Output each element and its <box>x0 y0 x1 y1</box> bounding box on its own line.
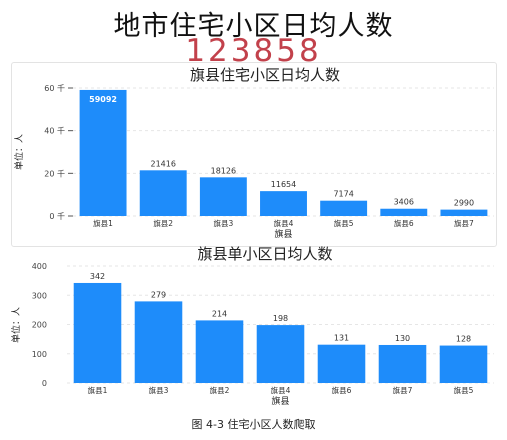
y-tick-label: 40 千 <box>44 126 65 136</box>
bar <box>317 344 366 383</box>
y-tick-label: 20 千 <box>44 168 65 178</box>
data-label: 198 <box>273 314 288 323</box>
x-axis-label: 旗县 <box>274 228 292 240</box>
bar <box>195 320 244 383</box>
x-tick-label: 旗县1 <box>88 385 108 395</box>
bar <box>440 209 488 216</box>
x-tick-label: 旗县5 <box>454 385 474 395</box>
y-tick-label: 100 <box>32 350 47 359</box>
data-label: 18126 <box>211 166 236 175</box>
data-label: 7174 <box>333 190 353 199</box>
y-tick-label: 200 <box>32 321 47 330</box>
bar <box>320 200 368 216</box>
x-tick-label: 旗县4 <box>271 385 291 395</box>
bar <box>380 208 428 216</box>
data-label: 3406 <box>394 198 414 207</box>
y-tick-label: 60 千 <box>44 83 65 93</box>
x-tick-label: 旗县3 <box>213 218 233 228</box>
data-label: 279 <box>151 290 166 299</box>
x-tick-label: 旗县4 <box>274 218 294 228</box>
x-tick-label: 旗县7 <box>393 385 413 395</box>
data-label: 214 <box>212 309 227 318</box>
bar <box>139 170 187 216</box>
chart-title: 旗县住宅小区日均人数 <box>190 66 340 84</box>
x-tick-label: 旗县3 <box>149 385 169 395</box>
data-label: 342 <box>90 272 105 281</box>
data-label: 2990 <box>454 199 474 208</box>
page-title: 地市住宅小区日均人数 <box>113 11 394 42</box>
data-label: 11654 <box>271 180 296 189</box>
data-label: 130 <box>395 334 410 343</box>
bar <box>73 282 122 383</box>
x-axis-label: 旗县 <box>271 395 289 407</box>
chart-title: 旗县单小区日均人数 <box>197 245 332 263</box>
y-tick-label: 0 千 <box>49 211 65 221</box>
data-label: 59092 <box>89 95 117 104</box>
x-tick-label: 旗县2 <box>210 385 230 395</box>
bar <box>260 191 307 216</box>
y-tick-label: 300 <box>32 291 47 300</box>
x-tick-label: 旗县5 <box>334 218 354 228</box>
x-tick-label: 旗县6 <box>332 385 352 395</box>
bar <box>79 89 127 216</box>
bar <box>199 177 247 216</box>
x-tick-label: 旗县2 <box>153 218 173 228</box>
y-axis-label: 单位：人 <box>13 134 25 170</box>
x-tick-label: 旗县7 <box>454 218 474 228</box>
data-label: 131 <box>334 334 349 343</box>
data-label: 21416 <box>150 159 175 168</box>
y-tick-label: 400 <box>32 262 47 271</box>
bar <box>134 301 183 383</box>
y-axis-label: 单位：人 <box>10 307 22 343</box>
data-label: 128 <box>456 335 471 344</box>
figure-caption: 图 4-3 住宅小区人数爬取 <box>191 418 316 431</box>
y-tick-label: 0 <box>42 379 47 388</box>
bar <box>378 344 427 383</box>
x-tick-label: 旗县6 <box>394 218 414 228</box>
bar <box>256 325 305 383</box>
x-tick-label: 旗县1 <box>93 218 113 228</box>
bar <box>439 345 488 383</box>
